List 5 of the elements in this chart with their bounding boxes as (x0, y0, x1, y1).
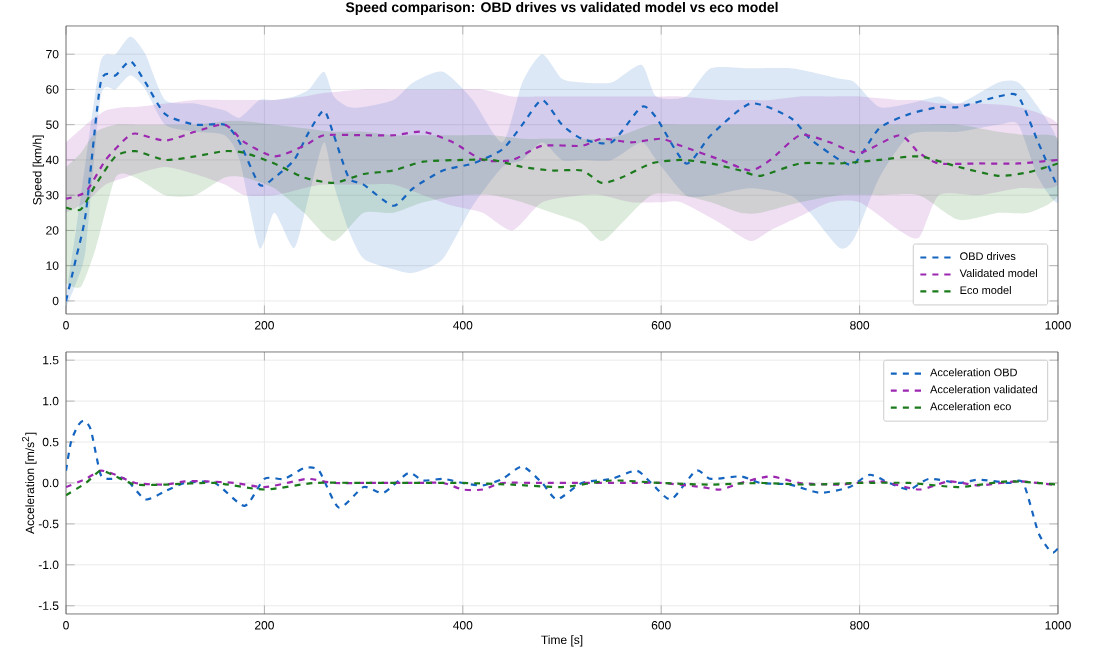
line-series (66, 419, 1058, 554)
line-series (66, 469, 1058, 497)
line-series (66, 123, 1058, 200)
line-series (66, 150, 1058, 212)
line-series (66, 469, 1058, 492)
